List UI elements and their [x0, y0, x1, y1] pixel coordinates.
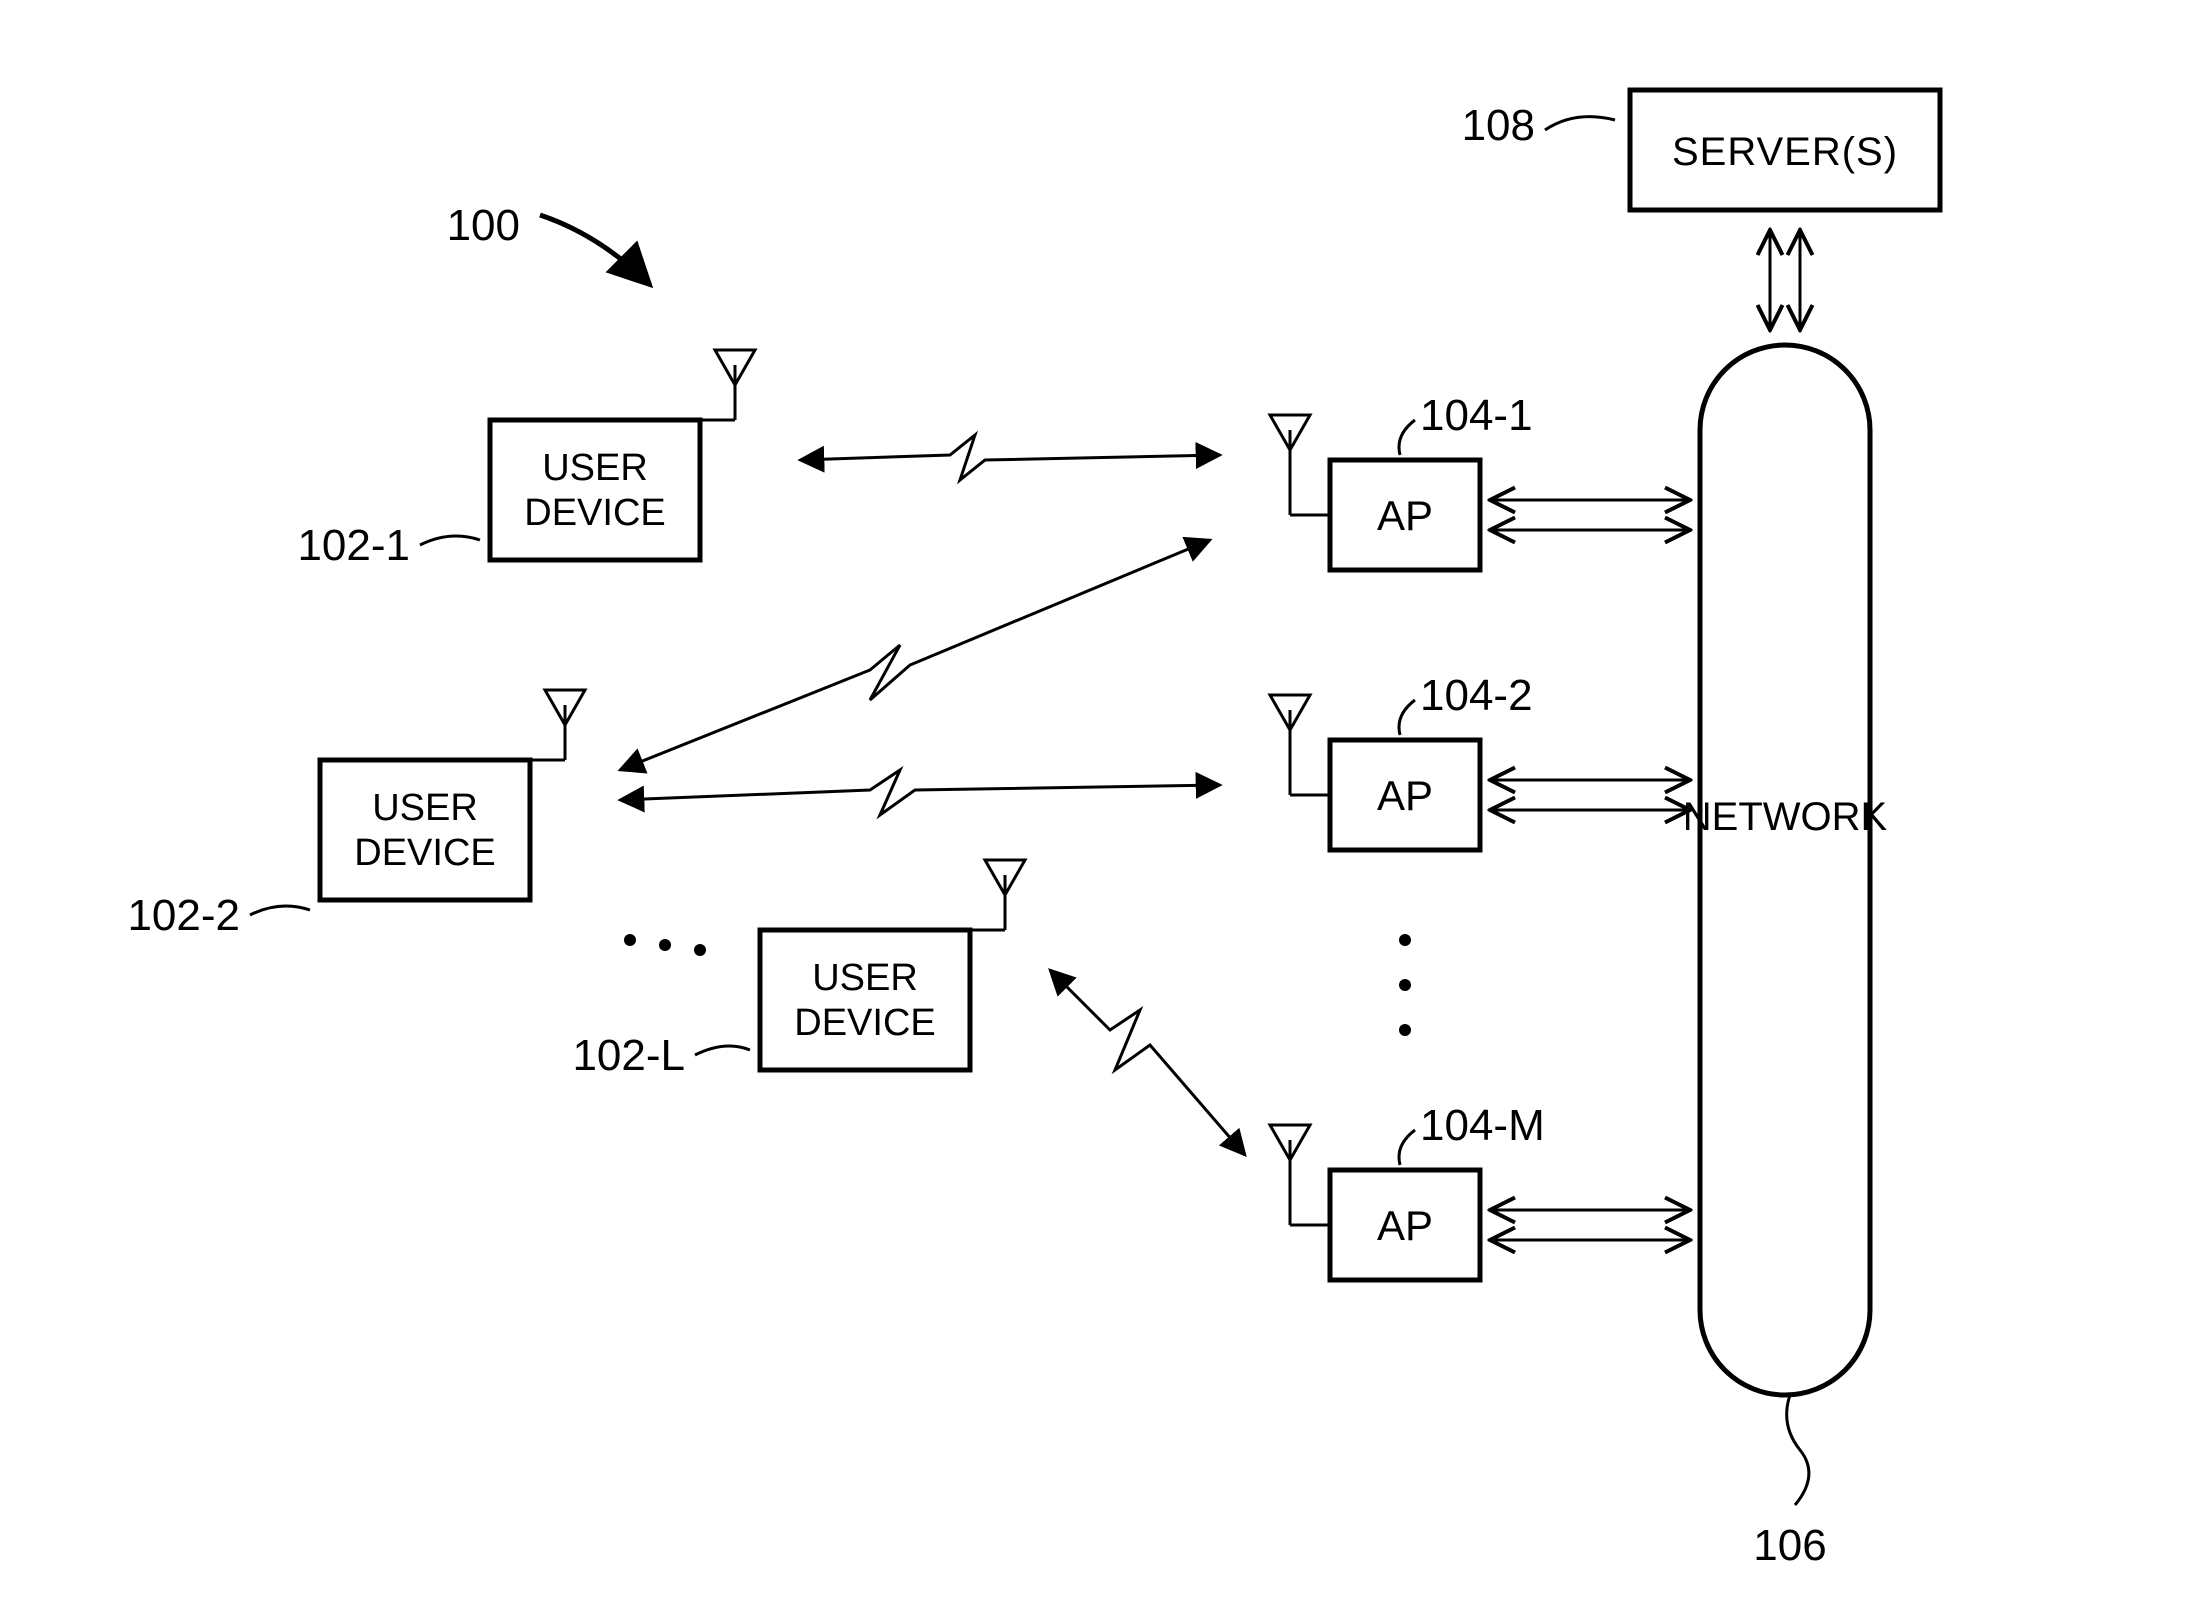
udL-line2: DEVICE [794, 1002, 935, 1044]
user-device-1: USER DEVICE 102-1 [297, 350, 755, 570]
figure-ref-label: 100 [447, 201, 520, 250]
udL-line1: USER [812, 957, 918, 999]
bus-server-network [1770, 230, 1800, 330]
figure-ref: 100 [447, 201, 650, 285]
rf-link-2a [620, 540, 1210, 770]
network-group: NETWORK 106 [1683, 345, 1888, 1570]
ap1-label: AP [1377, 492, 1433, 539]
apM-ref: 104-M [1420, 1101, 1545, 1150]
ap1-ref: 104-1 [1420, 391, 1533, 440]
figure-ref-arrow [540, 215, 650, 285]
ap-1: AP 104-1 [1270, 391, 1690, 570]
ud1-line1: USER [542, 447, 648, 489]
ap-ellipsis [1399, 934, 1411, 1036]
server-label: SERVER(S) [1672, 130, 1898, 174]
user-ellipsis [624, 934, 706, 956]
server-group: SERVER(S) 108 [1462, 90, 1940, 210]
network-ref: 106 [1753, 1521, 1826, 1570]
rf-link-2b [620, 770, 1220, 815]
apM-label: AP [1377, 1202, 1433, 1249]
user-device-L: USER DEVICE 102-L [572, 860, 1025, 1080]
rf-link-1 [800, 435, 1220, 480]
rf-link-L [1050, 970, 1245, 1155]
ud1-ref: 102-1 [297, 521, 410, 570]
network-tail [1787, 1395, 1809, 1505]
network-capsule [1700, 345, 1870, 1395]
ud2-ref: 102-2 [127, 891, 240, 940]
ap-M: AP 104-M [1270, 1101, 1690, 1280]
network-label: NETWORK [1683, 795, 1888, 839]
ud2-line1: USER [372, 787, 478, 829]
server-ref: 108 [1462, 101, 1535, 150]
server-ref-leader [1545, 117, 1615, 130]
user-device-2: USER DEVICE 102-2 [127, 690, 585, 940]
ap2-label: AP [1377, 772, 1433, 819]
udL-ref: 102-L [572, 1031, 685, 1080]
ud1-line2: DEVICE [524, 492, 665, 534]
ap-2: AP 104-2 [1270, 671, 1690, 850]
ud2-line2: DEVICE [354, 832, 495, 874]
ap2-ref: 104-2 [1420, 671, 1533, 720]
